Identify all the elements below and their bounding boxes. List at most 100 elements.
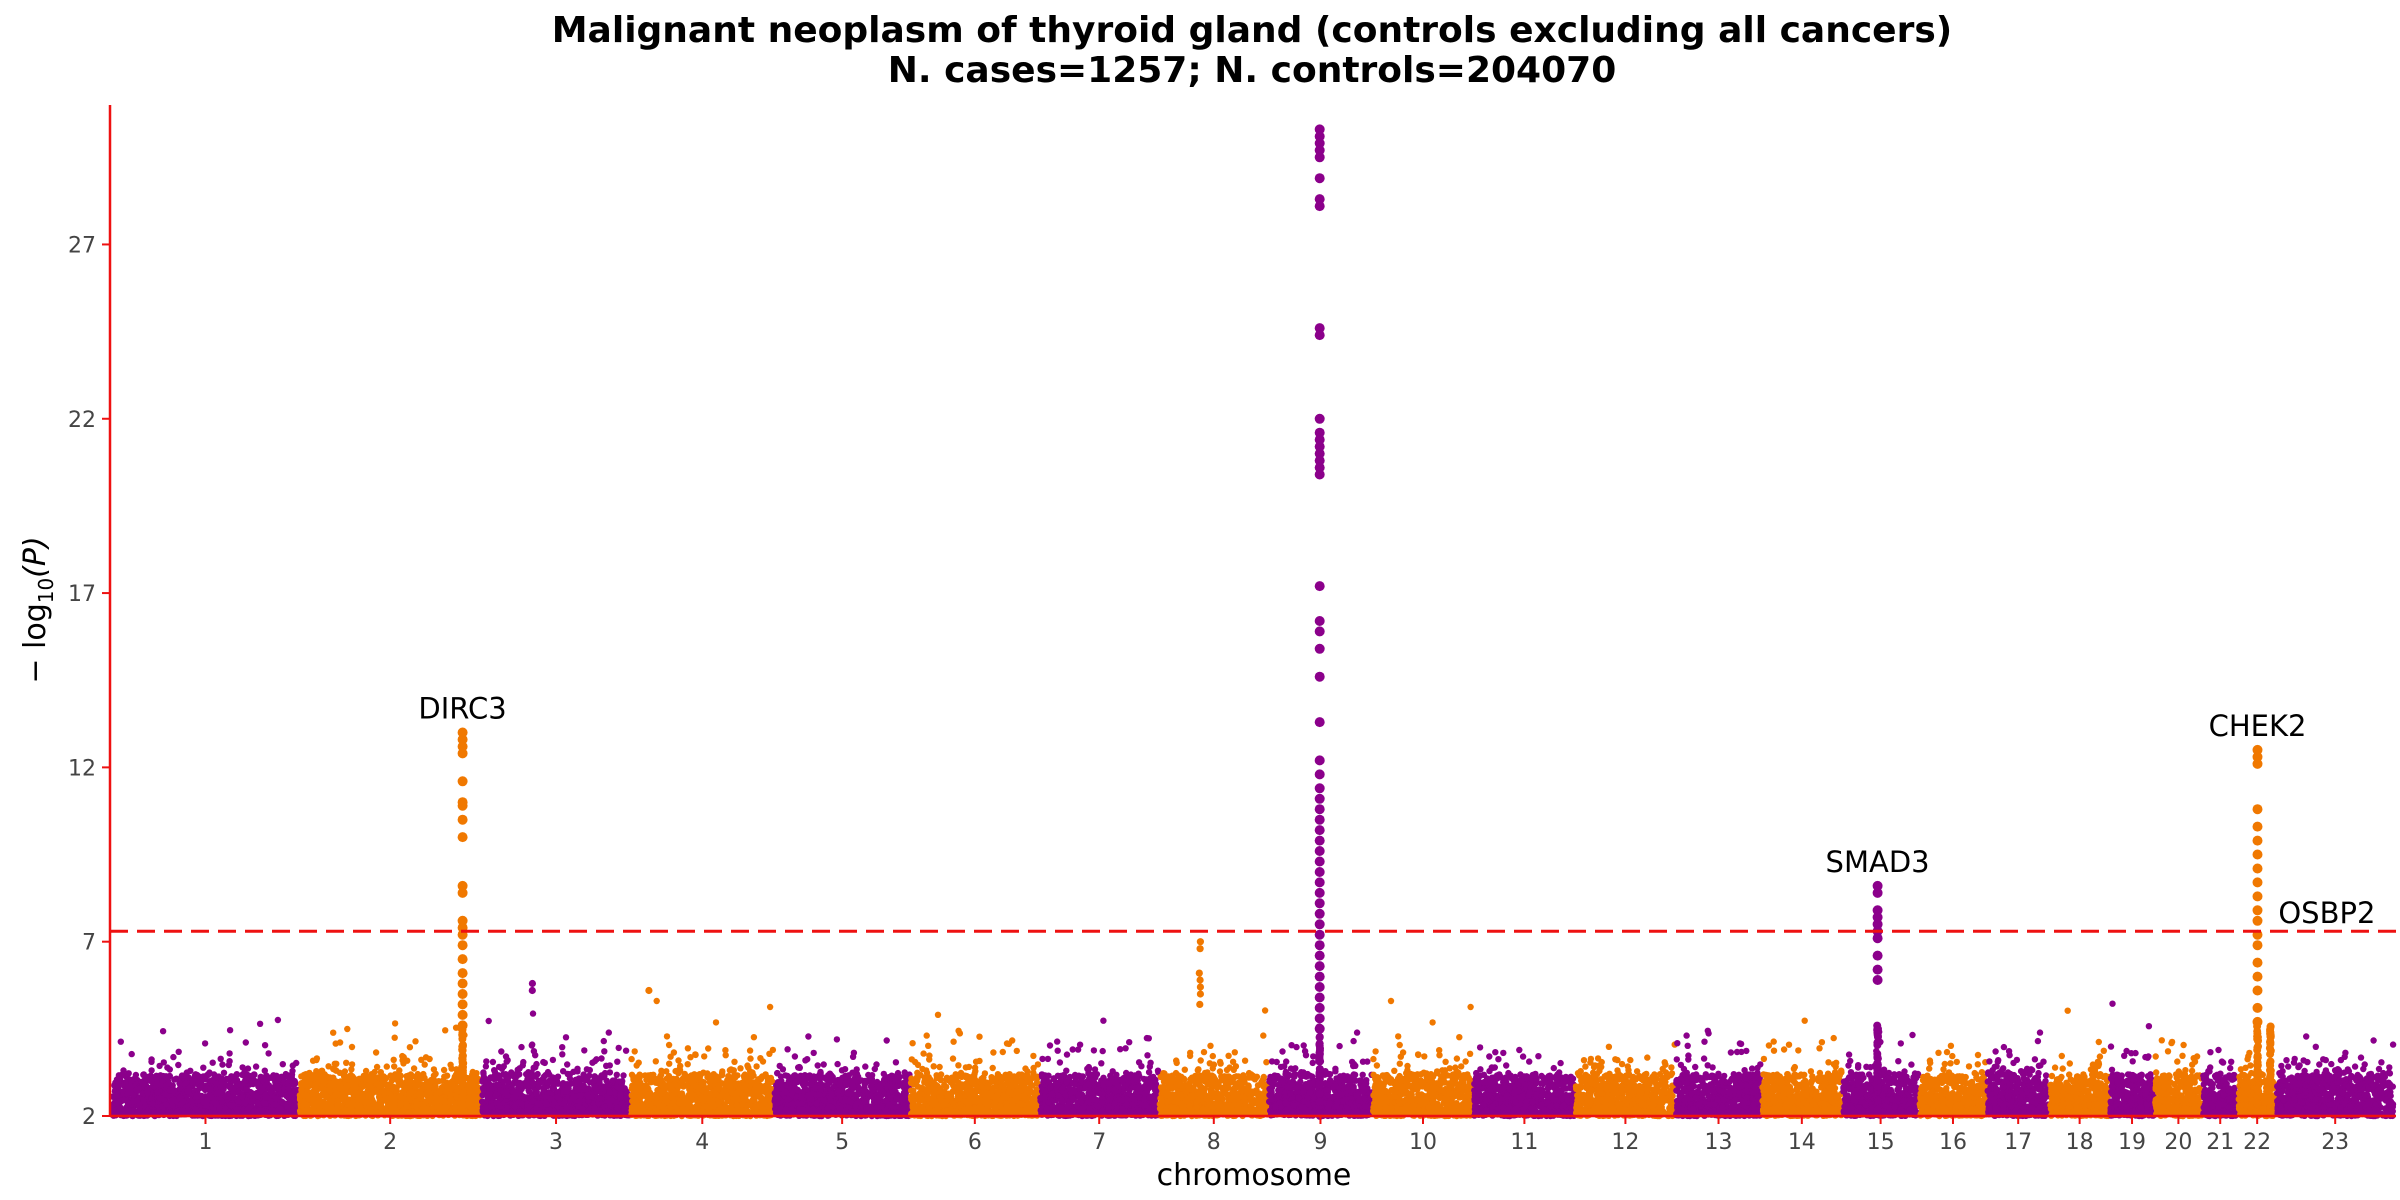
snp-point [696, 1074, 703, 1081]
snp-point [646, 1074, 653, 1082]
snp-point [440, 1066, 448, 1074]
snp-point [163, 1101, 170, 1108]
snp-point [160, 1059, 167, 1066]
snp-point [540, 1073, 548, 1080]
snp-point [671, 1081, 678, 1088]
snp-point [323, 1093, 330, 1101]
snp-point [421, 1074, 428, 1082]
snp-point [194, 1071, 201, 1079]
snp-point [369, 1098, 377, 1105]
snp-point [274, 1016, 282, 1024]
snp-point [644, 1084, 651, 1092]
snp-point [695, 1085, 702, 1092]
snp-point [529, 1010, 537, 1017]
snp-point [766, 1050, 773, 1058]
snp-point [675, 1057, 682, 1064]
snp-point [448, 1079, 455, 1087]
snp-point [273, 1083, 281, 1091]
snp-point [364, 1073, 371, 1081]
snp-point [121, 1096, 128, 1104]
snp-point [740, 1072, 748, 1080]
snp-point [511, 1094, 519, 1101]
snp-point [153, 1076, 160, 1083]
snp-point [665, 1041, 673, 1049]
snp-point [584, 1091, 591, 1099]
snp-point [559, 1044, 566, 1051]
snp-point [316, 1094, 323, 1101]
snp-point [391, 1063, 398, 1070]
snp-point [720, 1087, 728, 1094]
snp-point [192, 1105, 199, 1113]
snp-point [543, 1101, 550, 1109]
snp-point [412, 1038, 419, 1045]
snp-point [495, 1063, 503, 1071]
snp-point [382, 1075, 390, 1082]
snp-point [620, 1072, 627, 1079]
snp-point [622, 1047, 630, 1054]
snp-point [591, 1104, 598, 1111]
snp-point [128, 1076, 135, 1084]
snp-point [271, 1101, 278, 1108]
snp-point [254, 1099, 261, 1107]
snp-point [142, 1109, 150, 1116]
snp-point [287, 1074, 294, 1082]
snp-point [115, 1082, 123, 1090]
snp-point [549, 1056, 557, 1064]
snp-point [601, 1048, 608, 1055]
snp-point [747, 1055, 754, 1062]
snp-point [341, 1071, 348, 1079]
snp-point [526, 1088, 533, 1095]
snp-point [426, 1055, 433, 1063]
snp-point [480, 1086, 487, 1094]
snp-point [216, 1105, 223, 1112]
snp-point [363, 1093, 371, 1100]
snp-point [620, 1085, 627, 1092]
snp-point [653, 997, 660, 1005]
snp-point [267, 1089, 274, 1096]
snp-point [431, 1077, 438, 1084]
snp-point [197, 1083, 204, 1090]
snp-point [498, 1048, 505, 1055]
snp-point [165, 1109, 172, 1116]
snp-point [707, 1097, 714, 1104]
snp-point [406, 1044, 414, 1051]
snp-point [116, 1074, 123, 1082]
snp-point [653, 1094, 660, 1102]
snp-point [631, 1048, 638, 1055]
snp-point [684, 1061, 691, 1068]
snp-point [317, 1099, 324, 1107]
snp-point [414, 1076, 421, 1083]
snp-point [140, 1071, 147, 1079]
snp-point [383, 1063, 390, 1070]
snp-point [574, 1068, 581, 1075]
snp-point [140, 1080, 147, 1088]
snp-point [423, 1091, 430, 1098]
snp-point [154, 1089, 161, 1097]
snp-point [714, 1108, 722, 1116]
snp-point [732, 1094, 739, 1102]
snp-point [676, 1100, 683, 1107]
snp-point [487, 1103, 495, 1110]
snp-point [430, 1066, 438, 1073]
snp-point [715, 1085, 722, 1092]
snp-point [492, 1092, 500, 1100]
snp-point [168, 1097, 175, 1104]
snp-point [483, 1058, 490, 1065]
snp-point [148, 1056, 155, 1063]
snp-point [451, 1073, 459, 1080]
snp-point [666, 1060, 673, 1067]
snp-point [586, 1066, 593, 1074]
snp-point [391, 1020, 399, 1027]
snp-point [700, 1097, 707, 1104]
snp-point [764, 1078, 772, 1085]
snp-point [415, 1091, 423, 1098]
snp-point [421, 1061, 428, 1068]
snp-point [591, 1083, 598, 1091]
snp-point [262, 1100, 269, 1108]
snp-point [617, 1095, 624, 1102]
snp-point [562, 1034, 570, 1041]
snp-point [342, 1084, 350, 1092]
snp-point [466, 1087, 473, 1095]
snp-point [117, 1105, 124, 1112]
